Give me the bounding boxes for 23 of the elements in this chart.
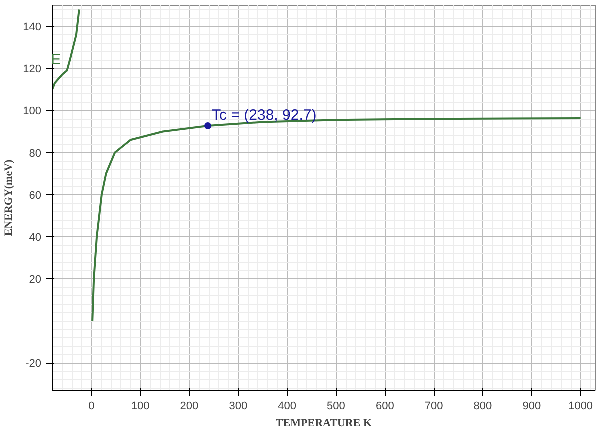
y-tick-label: 40 — [29, 232, 42, 244]
y-tick-label: 100 — [23, 106, 42, 118]
line-series — [52, 8, 80, 91]
y-tick-label: 20 — [29, 274, 42, 286]
x-tick-label: 0 — [88, 400, 95, 412]
x-tick-label: 900 — [522, 400, 542, 412]
x-tick-label: 500 — [327, 400, 346, 412]
y-tick-label: 80 — [29, 148, 42, 160]
x-tick-label: 400 — [278, 400, 296, 412]
x-tick-label: 200 — [180, 400, 199, 412]
x-tick-label: 300 — [229, 400, 248, 412]
x-tick-label: 1000 — [568, 400, 594, 412]
x-tick-label: 700 — [424, 400, 444, 412]
annotation: Tc = (238, 92.7) — [212, 107, 317, 124]
y-tick-label: 60 — [29, 190, 42, 202]
y-axis-title: ENERGY(meV) — [3, 159, 16, 236]
x-tick-label: 100 — [131, 400, 150, 412]
x-tick-label: 600 — [376, 400, 394, 412]
x-tick-label: 800 — [474, 400, 492, 412]
y-tick-label: 140 — [23, 22, 42, 34]
y-tick-label: -20 — [26, 358, 42, 370]
y-tick-label: 120 — [23, 64, 42, 76]
x-axis-title: TEMPERATURE K — [276, 418, 372, 430]
